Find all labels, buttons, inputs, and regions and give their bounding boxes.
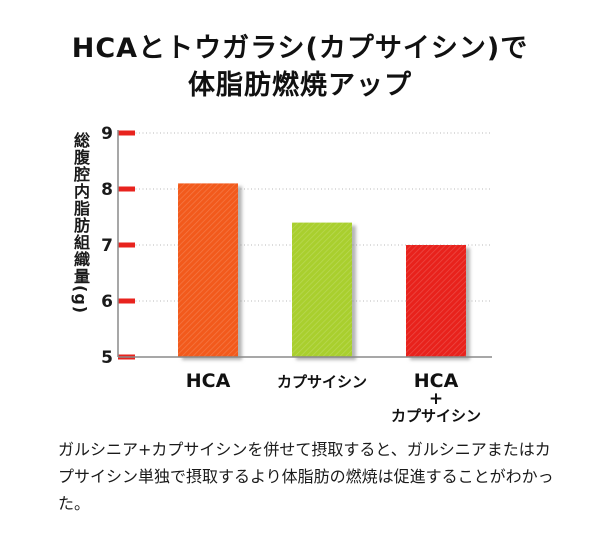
- bar-3-texture: [406, 245, 466, 357]
- y-tick-label: 7: [101, 236, 113, 256]
- x-category-label: カプサイシン: [277, 373, 367, 391]
- chart-note: ガルシニア+カプサイシンを併せて摂取すると、ガルシニアまたはカプサイシン単独で摂…: [58, 440, 554, 513]
- chart-title-line1: HCAとトウガラシ(カプサイシン)で: [71, 33, 529, 64]
- y-tick-mark-8: [118, 186, 135, 192]
- y-tick-label: 8: [101, 180, 113, 200]
- y-tick-label: 5: [101, 348, 113, 368]
- y-tick-mark-7: [118, 242, 135, 248]
- x-category-label: +: [429, 389, 443, 409]
- y-axis-label: 総腹腔内脂肪組織量(g): [71, 132, 90, 315]
- bar-2-texture: [292, 222, 352, 357]
- chart-title-line2: 体脂肪燃焼アップ: [188, 70, 412, 101]
- y-tick-label: 9: [101, 124, 113, 144]
- x-category-label: HCA: [186, 370, 231, 392]
- y-tick-mark-9: [118, 130, 135, 136]
- x-category-label: カプサイシン: [391, 407, 481, 425]
- y-tick-mark-6: [118, 298, 135, 304]
- x-category-label: HCA: [414, 370, 459, 392]
- y-tick-label: 6: [101, 292, 113, 312]
- bar-1-texture: [178, 183, 238, 357]
